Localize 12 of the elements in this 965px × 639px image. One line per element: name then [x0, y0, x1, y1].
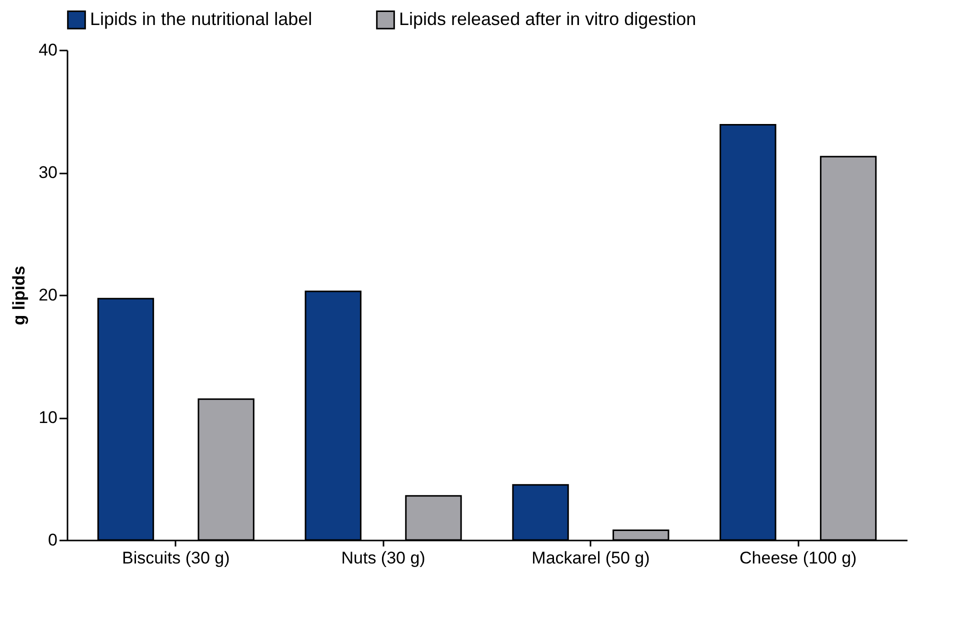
- y-tick-label: 40: [38, 40, 58, 60]
- y-axis-title: g lipids: [10, 266, 29, 326]
- y-tick-label: 0: [48, 530, 58, 550]
- y-tick-label: 30: [38, 163, 58, 182]
- legend-label: Lipids released after in vitro digestion: [399, 8, 696, 29]
- x-tick-label: Mackarel (50 g): [532, 548, 650, 568]
- x-tick-label: Biscuits (30 g): [122, 548, 230, 568]
- y-tick-label: 20: [38, 286, 58, 304]
- legend-label: Lipids in the nutritional label: [90, 8, 312, 29]
- x-tick-label: Nuts (30 g): [341, 548, 426, 568]
- x-tick-label: Cheese (100 g): [740, 548, 857, 568]
- y-tick-label: 10: [38, 408, 58, 427]
